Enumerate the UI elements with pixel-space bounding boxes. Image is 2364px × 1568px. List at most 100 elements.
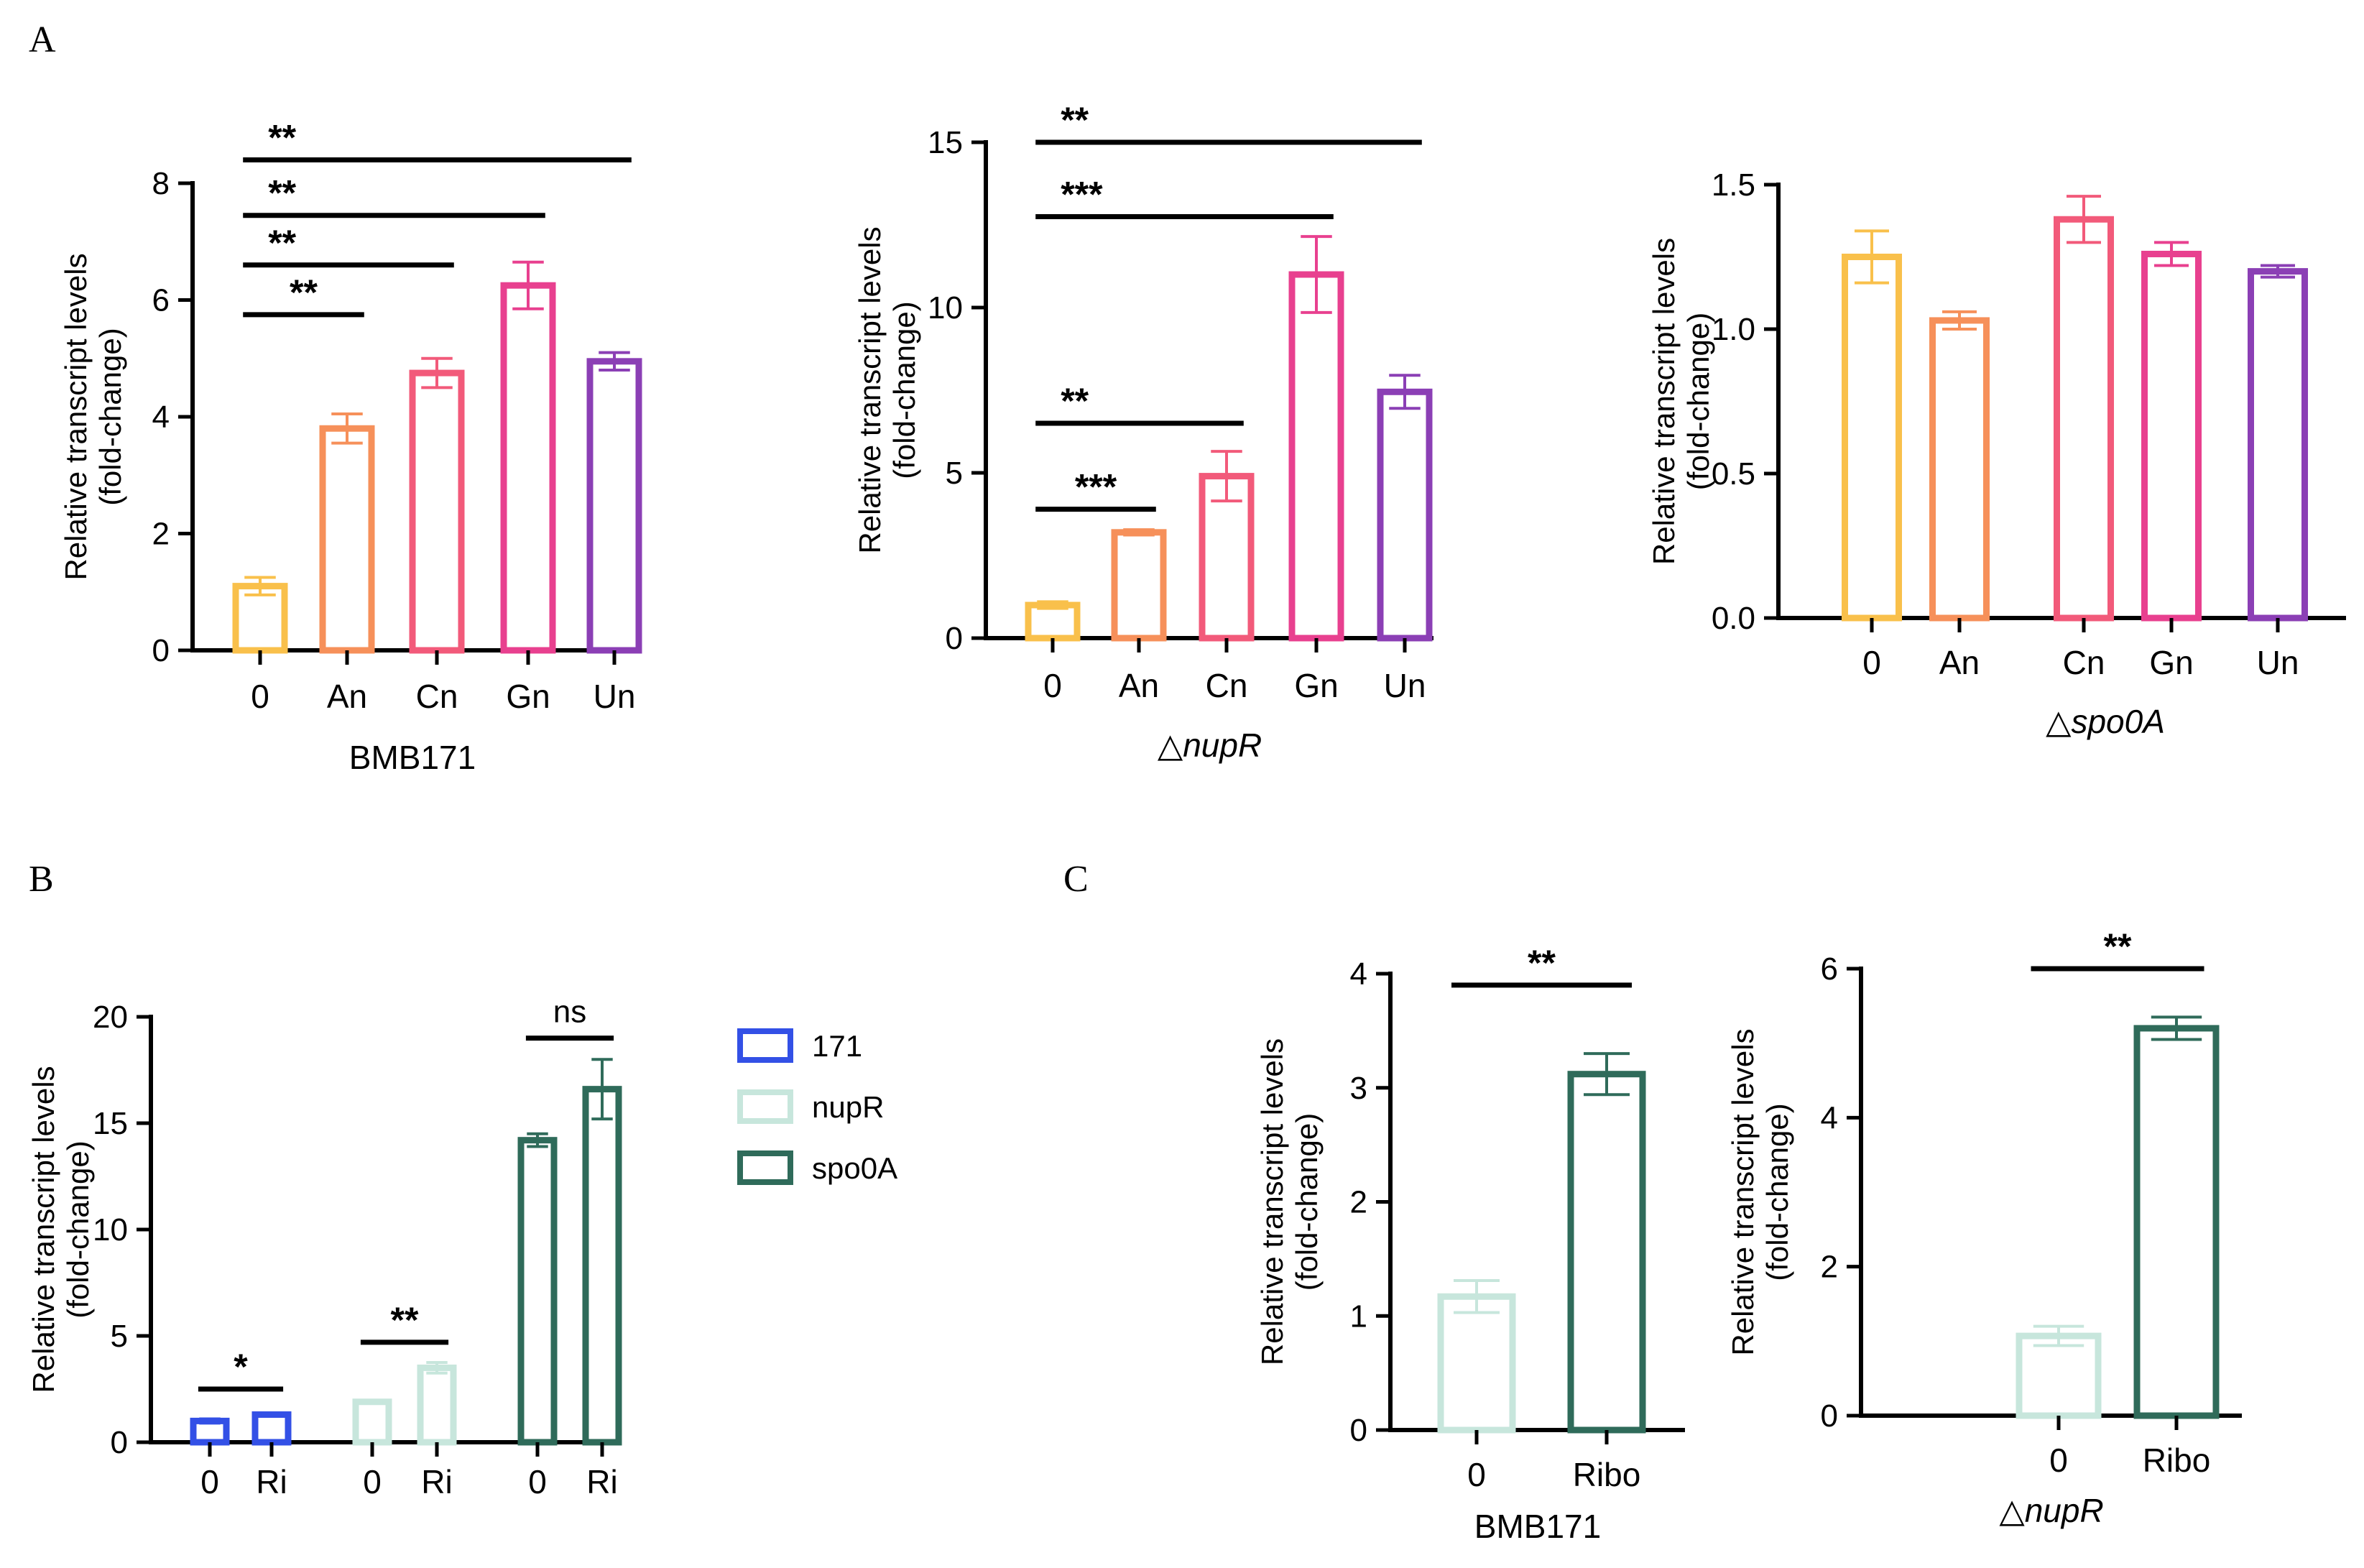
- bar-c1-1: [1567, 1071, 1646, 1434]
- x-category-label: Cn: [2063, 644, 2105, 681]
- significance-label: ***: [1075, 467, 1117, 507]
- y-tick-label: 4: [152, 400, 170, 435]
- x-category-label: Gn: [2149, 644, 2193, 681]
- bar-c1-0: [1437, 1293, 1516, 1434]
- x-category-label: An: [1939, 644, 1980, 681]
- x-category-label: 0: [200, 1463, 219, 1500]
- y-tick-label: 0: [152, 633, 170, 668]
- x-axis-label: BMB171: [349, 739, 476, 776]
- significance-label: **: [268, 223, 296, 263]
- y-tick-label: 0: [1821, 1398, 1838, 1434]
- x-axis-label: △nupR: [1158, 727, 1262, 764]
- x-category-label: Ri: [256, 1463, 287, 1500]
- significance-label: **: [1528, 943, 1556, 983]
- significance-label: ***: [1061, 175, 1103, 215]
- y-tick-label: 8: [152, 166, 170, 201]
- x-category-label: 0: [1467, 1456, 1486, 1493]
- x-category-label: 0: [251, 678, 269, 715]
- y-tick-label: 2: [1821, 1250, 1838, 1285]
- x-axis-label: △nupR: [1999, 1492, 2103, 1529]
- y-axis-label-line1: Relative transcript levels: [1647, 238, 1681, 565]
- bar-a1-4: [586, 358, 642, 654]
- legend-label-nupr: nupR: [812, 1090, 884, 1124]
- y-axis-label-line2: (fold-change): [1290, 1113, 1324, 1291]
- bar-b-1: [251, 1411, 292, 1446]
- x-category-label: 0: [1862, 644, 1881, 681]
- y-tick-label: 0.5: [1712, 456, 1755, 492]
- x-category-label: Gn: [1294, 667, 1338, 704]
- y-tick-label: 0: [1350, 1413, 1367, 1448]
- chart-a3-spo0a: 0.0 0.5 1.0 1.5 Relative transcript levels (f…: [1647, 167, 2346, 740]
- y-tick-label: 0: [946, 621, 963, 656]
- bar-a3-4: [2248, 268, 2308, 622]
- significance-label: **: [2104, 926, 2132, 967]
- y-tick-label: 4: [1350, 956, 1367, 992]
- y-axis-label-line1: Relative transcript levels: [59, 253, 93, 580]
- y-tick-label: 0.0: [1712, 601, 1755, 636]
- chart-b-ribose: 0 5 10 15 20 Relative transcript levels (fold-…: [27, 995, 897, 1500]
- significance-label: **: [268, 118, 296, 158]
- x-category-label: An: [1119, 667, 1159, 704]
- y-axis-label-line2: (fold-change): [1760, 1103, 1794, 1281]
- y-tick-label: 3: [1350, 1071, 1367, 1106]
- bar-a3-0: [1842, 254, 1902, 622]
- bar-c2-0: [2016, 1332, 2102, 1419]
- y-tick-label: 4: [1821, 1100, 1838, 1135]
- significance-label: **: [290, 272, 318, 313]
- bar-c2-1: [2133, 1025, 2220, 1419]
- y-tick-label: 2: [1350, 1185, 1367, 1220]
- significance-label: ns: [553, 995, 586, 1030]
- y-axis-label-line2: (fold-change): [61, 1140, 95, 1318]
- y-tick-label: 10: [93, 1212, 128, 1248]
- bar-a3-3: [2141, 250, 2202, 622]
- legend-label-spo0a: spo0A: [812, 1151, 897, 1185]
- chart-c2-nupr: 0 2 4 6 Relative transcript levels (fold-chan…: [1726, 926, 2242, 1529]
- y-tick-label: 6: [1821, 951, 1838, 987]
- y-axis-label-line2: (fold-change): [887, 301, 921, 479]
- x-category-label: Gn: [506, 678, 550, 715]
- bar-a3-2: [2054, 216, 2114, 622]
- y-tick-label: 5: [946, 456, 963, 491]
- y-axis-label-line2: (fold-change): [1681, 313, 1715, 490]
- y-tick-label: 1: [1350, 1299, 1367, 1334]
- significance-label: **: [391, 1300, 419, 1340]
- bar-a2-4: [1377, 388, 1433, 642]
- bar-b-2: [352, 1398, 392, 1446]
- y-tick-label: 1.0: [1712, 312, 1755, 347]
- legend-swatch-spo0a: [737, 1150, 793, 1185]
- bar-a3-1: [1929, 317, 1990, 622]
- y-axis-label-line1: Relative transcript levels: [1726, 1028, 1760, 1355]
- y-axis-label-line1: Relative transcript levels: [853, 226, 887, 553]
- x-category-label: An: [327, 678, 367, 715]
- y-tick-label: 0: [111, 1425, 128, 1460]
- significance-label: **: [1061, 100, 1089, 140]
- panel-letter-a: A: [29, 19, 56, 60]
- significance-label: *: [234, 1347, 248, 1387]
- x-category-label: Un: [594, 678, 636, 715]
- x-category-label: Cn: [1206, 667, 1248, 704]
- y-tick-label: 15: [928, 125, 963, 160]
- y-axis-label-line1: Relative transcript levels: [27, 1066, 60, 1393]
- bar-b-5: [582, 1086, 622, 1446]
- bar-a1-1: [319, 425, 375, 654]
- x-category-label: Ri: [421, 1463, 452, 1500]
- bar-a2-3: [1288, 271, 1344, 642]
- bar-a1-2: [409, 369, 465, 654]
- bar-a2-1: [1111, 529, 1167, 642]
- y-tick-label: 1.5: [1712, 167, 1755, 203]
- y-tick-label: 15: [93, 1106, 128, 1141]
- x-category-label: 0: [363, 1463, 382, 1500]
- x-axis-label: BMB171: [1474, 1508, 1601, 1545]
- panel-letter-c: C: [1063, 859, 1089, 900]
- x-category-label: Cn: [416, 678, 458, 715]
- y-tick-label: 2: [152, 517, 170, 552]
- x-category-label: 0: [528, 1463, 547, 1500]
- y-tick-label: 6: [152, 283, 170, 318]
- x-category-label: Ribo: [2143, 1442, 2211, 1479]
- chart-a2-nupr: 0 5 10 15 Relative transcript levels (fold-ch…: [853, 100, 1433, 764]
- x-axis-label: △spo0A: [2046, 703, 2165, 740]
- y-tick-label: 20: [93, 1000, 128, 1035]
- bar-b-4: [517, 1137, 558, 1446]
- bar-a2-0: [1025, 601, 1081, 642]
